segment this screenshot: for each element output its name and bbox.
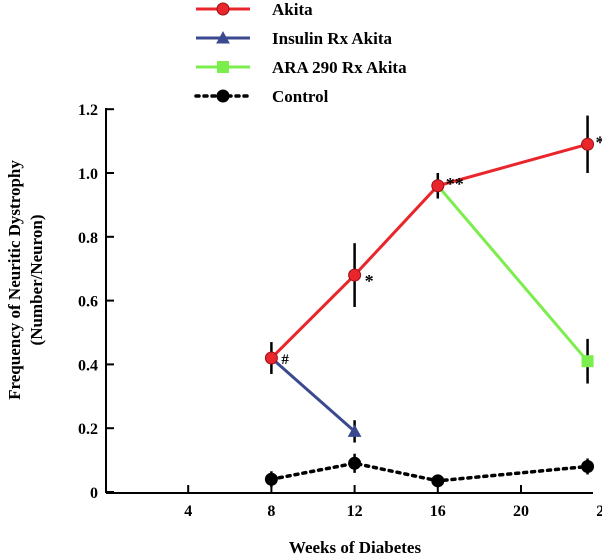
x-tick-label: 8 bbox=[267, 503, 275, 520]
ticks: 0 0.2 0.4 0.6 0.8 1.0 1.2 4 8 12 16 20 24 bbox=[78, 102, 602, 520]
x-tick-label: 4 bbox=[184, 503, 192, 520]
series-insulin-rx-akita bbox=[270, 356, 362, 443]
data-point bbox=[581, 355, 594, 368]
series-control bbox=[264, 453, 595, 488]
y-tick-label: 1.2 bbox=[78, 102, 98, 119]
data-point bbox=[264, 351, 278, 365]
x-tick-label: 16 bbox=[430, 503, 446, 520]
legend-label: ARA 290 Rx Akita bbox=[272, 58, 407, 77]
legend-label: Insulin Rx Akita bbox=[272, 29, 392, 48]
data-point bbox=[264, 472, 278, 486]
legend-item: Insulin Rx Akita bbox=[196, 29, 392, 48]
x-tick-label: 20 bbox=[513, 503, 529, 520]
data-point bbox=[581, 459, 595, 473]
series-line bbox=[436, 184, 589, 363]
y-tick-label: 0.8 bbox=[78, 230, 98, 247]
series-line bbox=[270, 142, 588, 360]
significance-annotation: * bbox=[365, 271, 374, 291]
y-tick-label: 0 bbox=[90, 485, 98, 502]
y-tick-label: 1.0 bbox=[78, 166, 98, 183]
series-ara-290-rx-akita bbox=[436, 184, 594, 384]
series-akita: #***** bbox=[264, 115, 602, 374]
series-line bbox=[270, 356, 356, 433]
legend-label: Akita bbox=[272, 0, 313, 19]
significance-annotation: # bbox=[281, 352, 289, 368]
data-point bbox=[348, 456, 362, 470]
series-layer: #***** bbox=[264, 115, 602, 488]
y-tick-label: 0.4 bbox=[78, 357, 98, 374]
data-point bbox=[348, 268, 362, 282]
y-axis-label-line2: (Number/Neuron) bbox=[27, 215, 46, 346]
legend-item: Akita bbox=[196, 0, 313, 19]
significance-annotation: ** bbox=[596, 132, 602, 152]
series-line bbox=[269, 461, 590, 483]
y-tick-label: 0.6 bbox=[78, 294, 98, 311]
legend-item: ARA 290 Rx Akita bbox=[196, 58, 407, 77]
legend: Akita Insulin Rx Akita ARA 290 Rx Akita Con… bbox=[194, 0, 407, 106]
x-tick-label: 12 bbox=[347, 503, 363, 520]
data-point bbox=[431, 179, 445, 193]
legend-marker bbox=[216, 31, 230, 44]
x-tick-label: 24 bbox=[596, 503, 602, 520]
data-point bbox=[347, 424, 362, 437]
significance-annotation: ** bbox=[446, 174, 464, 194]
legend-marker bbox=[217, 61, 229, 73]
legend-item: Control bbox=[194, 87, 329, 106]
y-tick-label: 0.2 bbox=[78, 421, 98, 438]
legend-marker bbox=[216, 2, 230, 16]
data-point bbox=[431, 474, 445, 488]
y-axis-label-line1: Frequency of Neuritic Dystrophy bbox=[5, 160, 24, 400]
x-axis-label: Weeks of Diabetes bbox=[289, 538, 422, 557]
data-point bbox=[581, 137, 595, 151]
legend-marker bbox=[216, 89, 230, 103]
legend-label: Control bbox=[272, 87, 329, 106]
